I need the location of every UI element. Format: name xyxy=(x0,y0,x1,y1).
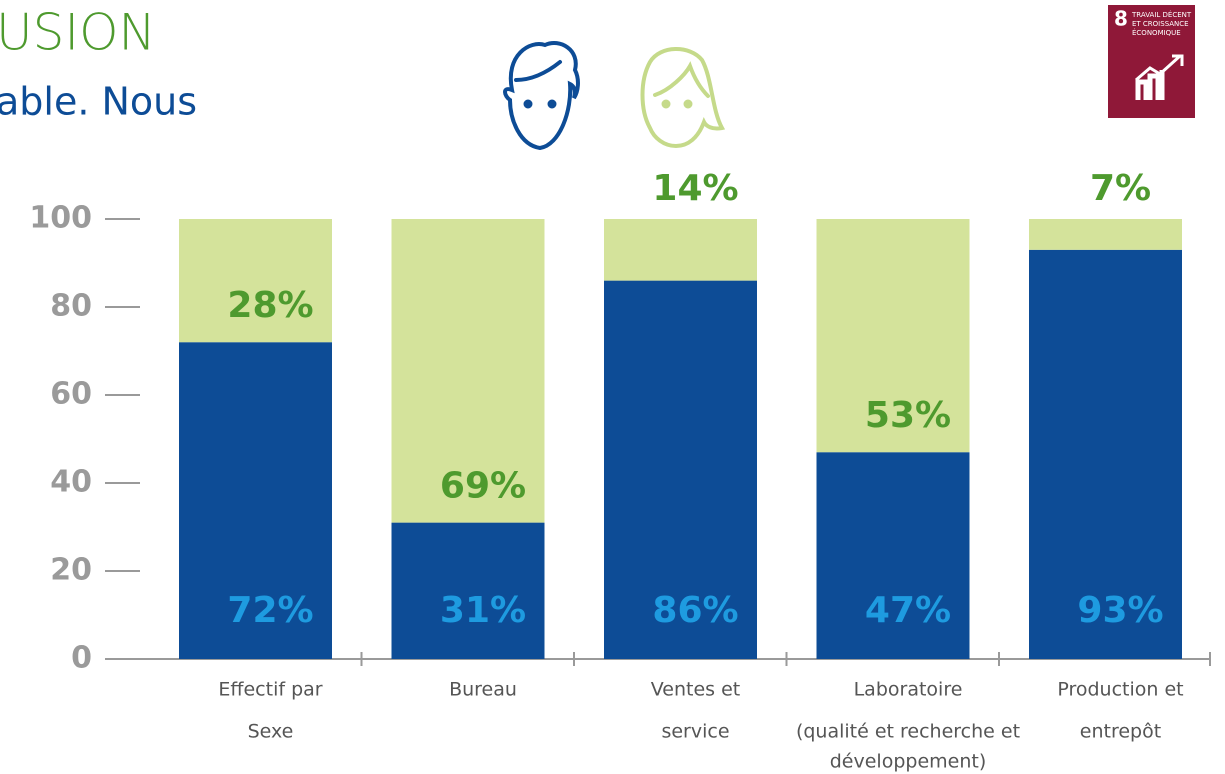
bar-segment xyxy=(604,219,757,281)
x-tick-label: entrepôt xyxy=(1080,721,1161,743)
bar-segment xyxy=(816,452,970,659)
y-tick-label: 60 xyxy=(50,377,92,412)
man-icon xyxy=(503,41,580,151)
page-title: USION xyxy=(0,4,156,62)
y-tick-label: 80 xyxy=(50,289,92,324)
badge-number: 8 xyxy=(1114,7,1128,31)
value-label: 31% xyxy=(440,590,526,631)
value-label: 72% xyxy=(227,590,313,631)
page-subtitle: able. Nous xyxy=(0,80,197,124)
bar-segment xyxy=(816,219,970,453)
x-tick-label: Effectif par xyxy=(218,679,322,701)
x-tick-label: Sexe xyxy=(248,721,294,743)
woman-icon xyxy=(640,47,726,149)
x-tick-label: développement) xyxy=(830,751,987,773)
y-tick-label: 100 xyxy=(29,201,92,236)
badge-line: ÉCONOMIQUE xyxy=(1132,28,1181,37)
bar-segment xyxy=(391,219,545,523)
bar-segment xyxy=(1029,219,1182,250)
bar-segment xyxy=(179,219,332,343)
y-tick-label: 0 xyxy=(71,641,92,676)
value-label: 14% xyxy=(652,168,738,209)
bar-segment xyxy=(1029,249,1182,660)
value-label: 28% xyxy=(227,285,313,326)
value-label: 69% xyxy=(440,466,526,507)
x-tick-label: service xyxy=(661,721,729,743)
x-tick-label: (qualité et recherche et xyxy=(796,721,1020,743)
y-tick-label: 20 xyxy=(50,553,92,588)
badge-line: ET CROISSANCE xyxy=(1132,20,1189,28)
value-label: 53% xyxy=(865,395,951,436)
value-label: 7% xyxy=(1090,168,1151,209)
y-tick-label: 40 xyxy=(50,465,92,500)
x-tick-label: Bureau xyxy=(449,679,517,701)
bar-segment xyxy=(604,280,757,659)
x-tick-label: Laboratoire xyxy=(854,679,963,701)
bar-segment xyxy=(179,342,332,659)
value-label: 47% xyxy=(865,590,951,631)
bar-segment xyxy=(391,522,545,659)
x-tick-label: Ventes et xyxy=(651,679,740,701)
value-label: 93% xyxy=(1077,590,1163,631)
sdg-badge: 8 TRAVAIL DÉCENT ET CROISSANCE ÉCONOMIQU… xyxy=(1108,5,1195,118)
badge-line: TRAVAIL DÉCENT xyxy=(1131,10,1192,19)
value-label: 86% xyxy=(652,590,738,631)
x-tick-label: Production et xyxy=(1057,679,1183,701)
